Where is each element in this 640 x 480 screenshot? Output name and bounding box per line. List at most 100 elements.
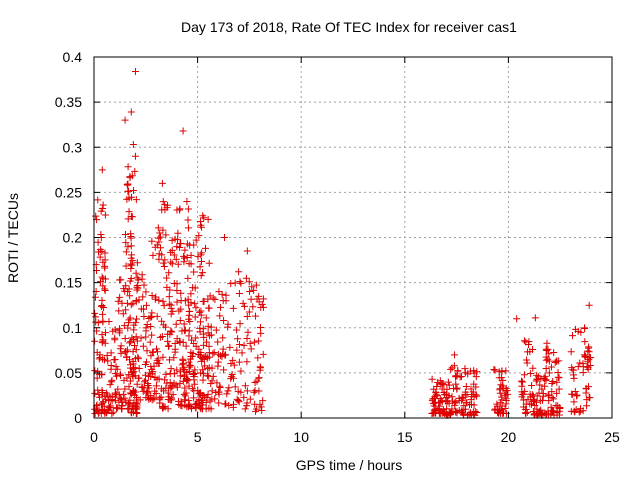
data-point <box>246 288 254 296</box>
data-point <box>153 312 161 320</box>
data-point <box>259 303 267 311</box>
data-point <box>257 364 265 372</box>
data-point <box>94 196 102 204</box>
data-point <box>156 244 164 252</box>
data-point <box>428 375 436 383</box>
data-point <box>233 346 241 354</box>
data-point <box>210 349 218 357</box>
data-point <box>229 374 237 382</box>
y-tick-labels: 0 0.05 0.1 0.15 0.2 0.25 0.3 0.35 0.4 <box>55 49 82 426</box>
data-point <box>112 363 120 371</box>
data-point <box>160 262 168 270</box>
data-point <box>203 338 211 346</box>
data-point <box>517 377 525 385</box>
data-point <box>188 336 196 344</box>
data-point <box>121 230 129 238</box>
data-point <box>236 320 244 328</box>
data-point <box>452 380 460 388</box>
data-point <box>183 253 191 261</box>
data-point <box>523 356 531 364</box>
data-point <box>235 268 243 276</box>
data-point <box>185 401 193 409</box>
data-point <box>452 407 460 415</box>
data-point <box>115 325 123 333</box>
data-point <box>133 315 141 323</box>
data-point <box>567 407 575 415</box>
data-point <box>103 352 111 360</box>
data-point <box>192 236 200 244</box>
x-axis-label: GPS time / hours <box>296 457 403 473</box>
data-point <box>252 407 260 415</box>
data-point <box>127 390 135 398</box>
data-point <box>545 397 553 405</box>
data-point <box>123 374 131 382</box>
data-point <box>575 408 583 416</box>
data-point <box>215 399 223 407</box>
data-point <box>220 316 228 324</box>
data-point <box>148 237 156 245</box>
data-point <box>173 243 181 251</box>
data-point <box>176 205 184 213</box>
data-point <box>466 367 474 375</box>
data-point <box>243 402 251 410</box>
data-point <box>180 320 188 328</box>
data-point <box>159 353 167 361</box>
data-point <box>158 251 166 259</box>
data-point <box>123 346 131 354</box>
data-point <box>461 369 469 377</box>
data-point <box>222 400 230 408</box>
data-point <box>99 201 107 209</box>
data-point <box>101 264 109 272</box>
data-point <box>259 295 267 303</box>
data-point <box>460 402 468 410</box>
data-point <box>117 349 125 357</box>
data-point <box>125 208 133 216</box>
data-point <box>159 297 167 305</box>
data-point <box>166 286 174 294</box>
data-point <box>155 375 163 383</box>
data-point <box>228 370 236 378</box>
data-point <box>161 256 169 264</box>
data-point <box>568 390 576 398</box>
data-point <box>133 380 141 388</box>
data-point <box>201 362 209 370</box>
data-point <box>169 391 177 399</box>
data-point <box>470 380 478 388</box>
data-point <box>174 260 182 268</box>
data-point <box>252 312 260 320</box>
data-point <box>245 278 253 286</box>
data-point <box>98 339 106 347</box>
data-point <box>200 392 208 400</box>
data-point <box>163 274 171 282</box>
data-point <box>137 305 145 313</box>
data-point <box>243 387 251 395</box>
data-point <box>531 402 539 410</box>
data-point <box>199 398 207 406</box>
data-point <box>203 372 211 380</box>
data-point <box>126 361 134 369</box>
data-point <box>247 345 255 353</box>
data-point <box>184 224 192 232</box>
data-point <box>467 396 475 404</box>
data-point <box>97 230 105 238</box>
data-point <box>585 383 593 391</box>
data-point <box>178 327 186 335</box>
data-point <box>545 350 553 358</box>
data-point <box>197 369 205 377</box>
data-point <box>122 282 130 290</box>
data-point <box>554 402 562 410</box>
data-point <box>170 251 178 259</box>
data-point <box>173 206 181 214</box>
data-point <box>127 232 135 240</box>
data-point <box>179 356 187 364</box>
data-point <box>160 387 168 395</box>
data-point <box>119 310 127 318</box>
data-point <box>176 240 184 248</box>
data-point <box>155 360 163 368</box>
data-point <box>585 301 593 309</box>
data-point <box>186 307 194 315</box>
data-point <box>134 284 142 292</box>
data-point <box>142 371 150 379</box>
data-point <box>229 356 237 364</box>
